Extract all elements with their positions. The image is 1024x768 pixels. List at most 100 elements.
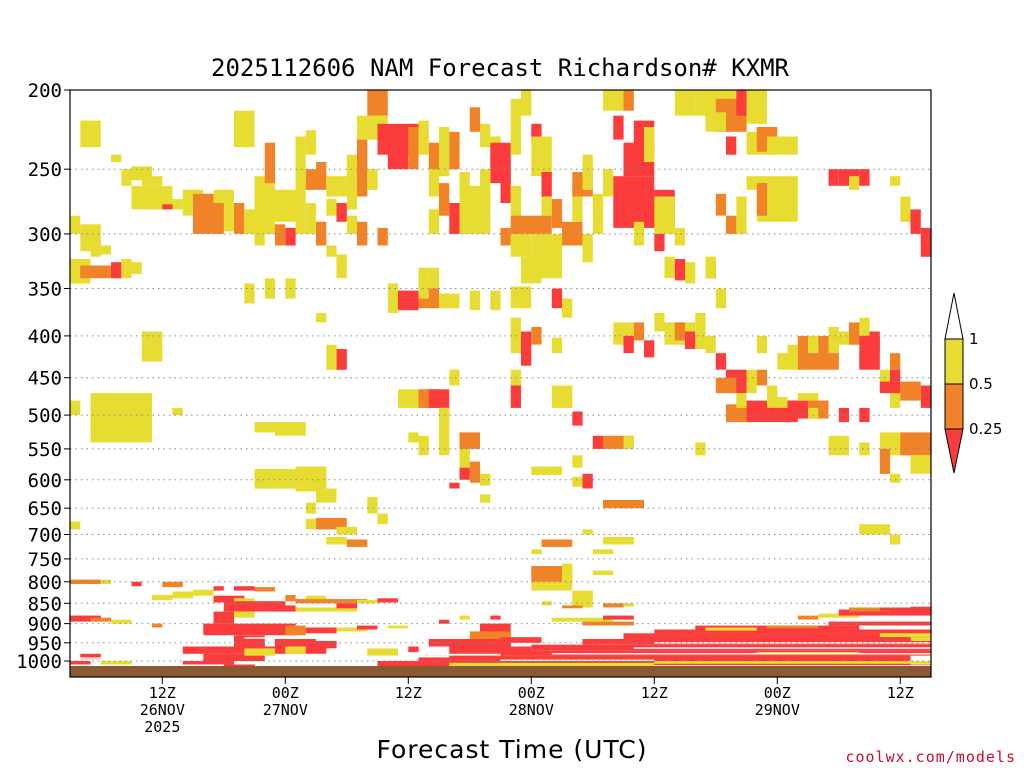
ri-cell [459,172,470,190]
ri-gap [654,642,931,644]
ri-cell [777,353,788,370]
ri-gap [654,665,931,667]
ri-cell [213,611,234,624]
ri-cell [70,400,81,416]
ri-cell [100,579,112,584]
ri-cell [603,499,644,509]
ri-cell [900,196,911,222]
ri-cell [849,607,890,612]
ri-cell [480,123,491,148]
ri-cell [767,176,798,222]
ri-cell [305,502,317,514]
ri-cell [582,529,593,535]
ri-cell [510,233,532,257]
ri-cell [644,340,655,358]
ri-cell [726,215,737,234]
ri-cell [654,629,931,634]
ri-cell [674,259,686,281]
ri-cell [859,317,870,336]
ri-cell [336,603,357,609]
ri-cell [418,655,911,665]
ri-cell [715,377,737,394]
x-tick-label: 00Z [518,684,545,702]
ri-cell [469,461,481,483]
y-tick-label: 950 [28,633,62,655]
ri-cell [449,646,532,654]
ri-cell [428,142,440,170]
ri-cell [746,90,767,124]
ri-gap [551,653,931,655]
ri-cell [131,262,142,274]
ri-cell [685,331,696,349]
ri-cell [326,199,337,216]
y-tick-label: 900 [28,614,62,636]
ri-cell [562,298,573,318]
ri-cell [490,142,511,184]
ri-cell [428,169,440,197]
ri-cell [910,209,921,234]
ri-cell [295,466,327,492]
ri-cell [70,215,81,234]
color-legend: 1 0.5 0.25 [944,292,1002,474]
ri-cell [70,661,91,665]
x-tick-label: 12Z [395,684,422,702]
ri-cell [449,482,460,489]
ri-cell [500,227,511,246]
ri-cell [121,169,132,186]
y-tick-label: 650 [28,498,62,520]
ri-cell [418,120,429,155]
ri-cell [285,227,296,246]
x-tick-label: 27NOV [263,701,308,719]
ri-cell [305,518,317,530]
ri-cell [531,233,563,279]
ri-cell [582,473,593,489]
ri-cell [613,115,624,140]
ri-cell [808,407,819,419]
ri-cell [244,209,255,234]
ri-cell [531,326,542,345]
ri-cell [141,331,163,362]
ri-cell [439,183,450,216]
ri-cell [439,407,450,456]
ri-cell [295,599,368,604]
ri-cell [234,635,265,647]
ri-cell [838,609,931,616]
ri-cell [551,199,563,228]
ri-cell [377,598,398,603]
ri-cell [316,517,347,530]
ri-cell [695,313,706,332]
ri-cell [572,590,593,608]
ri-cell [387,283,399,313]
ri-cell [685,262,696,284]
ri-cell [387,625,409,629]
x-axis-label: Forecast Time (UTC) [377,735,648,764]
plot-frame [69,89,932,678]
ri-cell [890,473,901,483]
ri-cell [213,586,224,591]
y-tick-label: 700 [28,525,62,547]
ri-cell [736,196,747,234]
ri-cell [633,221,645,246]
ri-cell [572,411,583,426]
ri-cell [551,337,563,354]
ri-cell [346,215,358,234]
ri-cell [172,591,193,599]
ri-cell [551,288,563,309]
x-tick-label: 00Z [272,684,299,702]
chart-title: 2025112606 NAM Forecast Richardson# KXMR [211,54,790,82]
ri-cell [152,594,173,600]
ri-cell [90,393,152,443]
legend-swatch [944,338,964,385]
ri-cell [531,549,542,555]
ri-cell [152,623,163,628]
ri-cell [469,631,511,639]
ri-gap [70,657,142,659]
ri-cell [879,448,891,474]
ri-cell [521,331,532,366]
ri-cell [80,120,101,148]
ri-cell [510,98,521,155]
ri-cell [326,344,337,370]
ri-cell [254,587,275,592]
ri-cell [449,662,655,667]
ri-cell [859,442,870,456]
